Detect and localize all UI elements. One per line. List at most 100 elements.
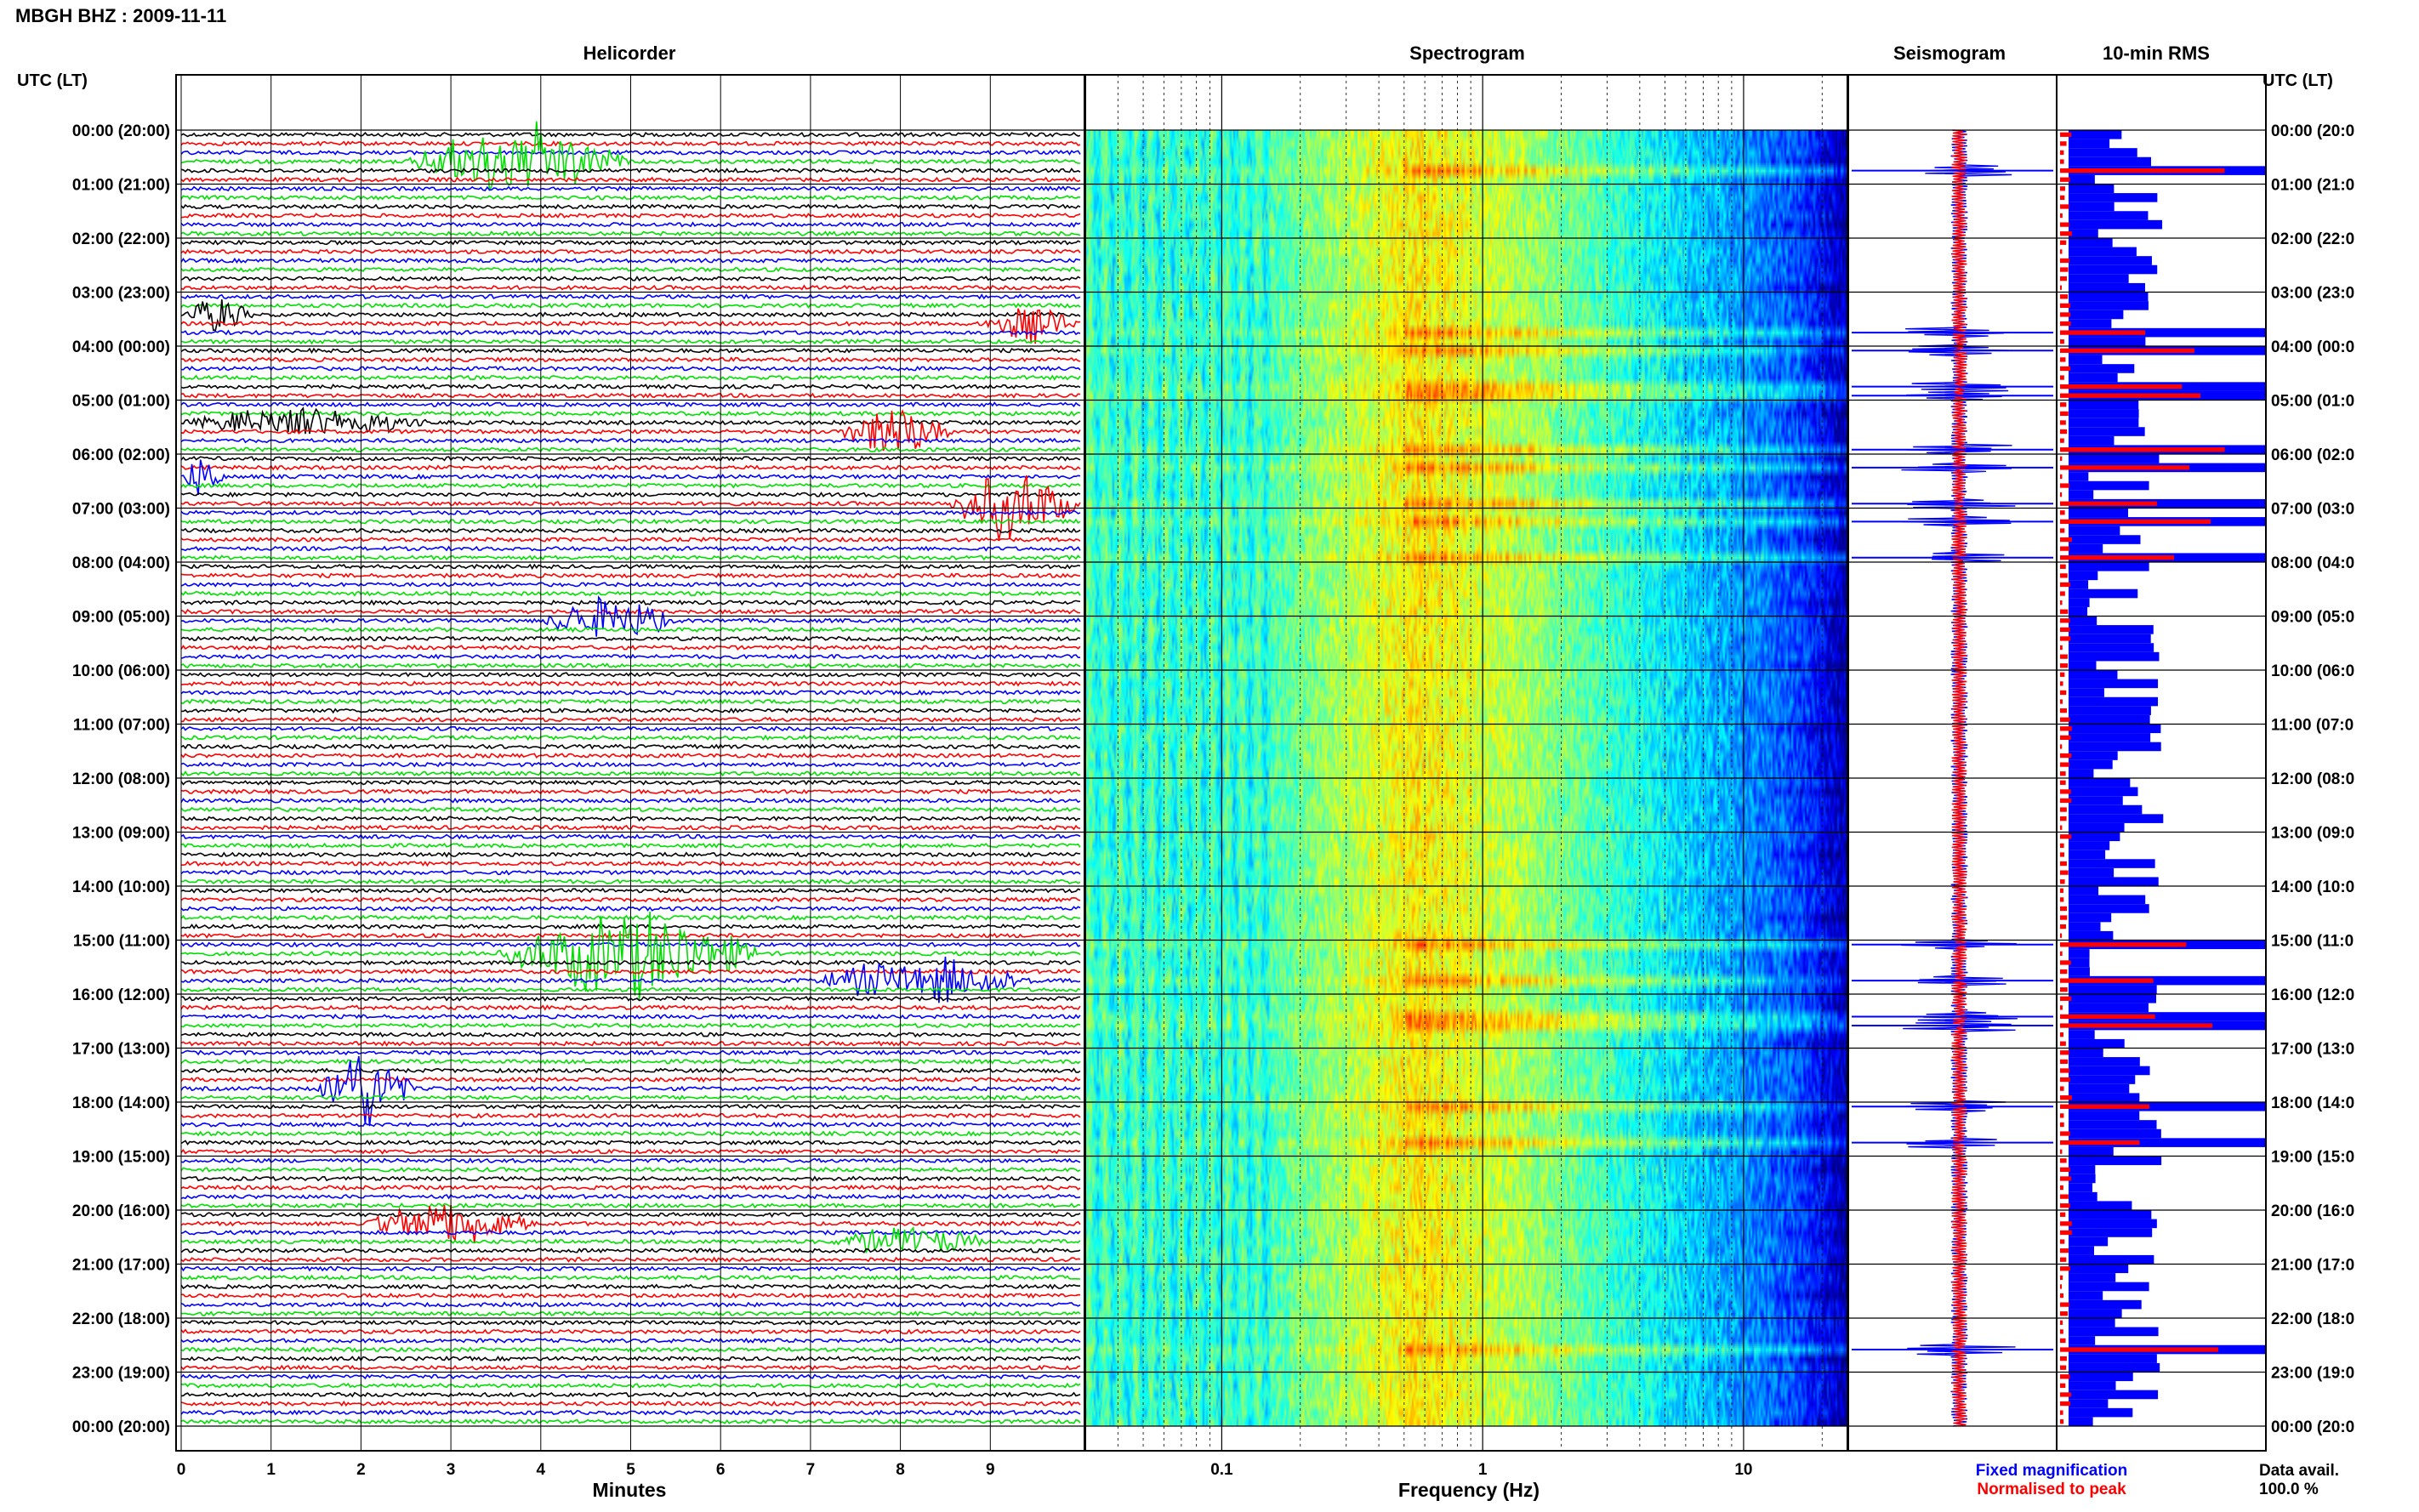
minute-tick-label: 1 [266,1461,276,1479]
rms-bar-normalised [2060,1212,2066,1217]
rms-bar-normalised [2060,510,2065,515]
rms-bar-fixed [2069,1282,2149,1292]
rms-bar-fixed [2069,571,2098,581]
rms-bar-fixed [2069,930,2114,941]
rms-bar-normalised [2060,1140,2140,1145]
legend-normalised-to-peak: Normalised to peak [1977,1481,2126,1498]
rms-bar-normalised [2060,789,2071,794]
rms-bar-normalised [2060,1104,2149,1109]
left-time-label: 03:00 (23:00) [72,285,170,303]
rms-bar-normalised [2060,600,2063,605]
rms-bar-normalised [2060,465,2190,470]
rms-bar-normalised [2060,1338,2066,1344]
rms-bar-fixed [2069,814,2164,823]
rms-bar-fixed [2069,769,2094,778]
rms-bar-fixed [2069,327,2266,338]
rms-bar-fixed [2069,1183,2092,1192]
rms-bar-normalised [2060,204,2069,209]
left-time-label: 11:00 (07:00) [73,717,170,735]
rms-bar-fixed [2069,867,2114,878]
rms-bar-normalised [2060,438,2064,443]
rms-bar-fixed [2069,714,2150,725]
left-time-label: 21:00 (17:00) [72,1257,170,1275]
figure-title: MBGH BHZ : 2009-11-11 [15,5,226,26]
rms-bar-normalised [2060,861,2067,867]
helicorder-title: Helicorder [583,43,676,64]
rms-bar-normalised [2060,1176,2072,1181]
rms-bar-normalised [2060,528,2065,533]
rms-bar-fixed [2069,256,2152,265]
rms-bar-normalised [2060,672,2065,677]
frequency-tick-label: 10 [1734,1461,1752,1479]
left-axis-title: UTC (LT) [17,71,88,90]
rms-bar-fixed [2069,418,2139,428]
left-time-label: 23:00 (19:00) [72,1365,170,1383]
rms-bar-normalised [2060,807,2067,812]
rms-bar-normalised [2060,339,2064,344]
rms-bar-fixed [2069,454,2160,463]
rms-bar-normalised [2060,1302,2069,1307]
rms-bar-fixed [2069,562,2149,571]
rms-bar-normalised [2060,231,2072,236]
rms-bar-fixed [2069,1362,2160,1373]
rms-bar-normalised [2060,834,2072,839]
rms-bar-normalised [2060,951,2063,957]
rms-bar-fixed [2069,535,2141,544]
rms-bar-normalised [2060,933,2063,938]
rms-bar-normalised [2060,1032,2064,1037]
right-time-label: 00:00 (20:0 [2271,122,2354,140]
rms-bar-normalised [2060,312,2071,317]
rms-bar-normalised [2060,1329,2063,1334]
rms-bar-fixed [2069,688,2104,697]
rms-bar-normalised [2060,681,2063,686]
rms-bar-fixed [2069,184,2114,194]
left-time-label: 14:00 (10:00) [72,878,170,896]
right-time-label: 10:00 (06:0 [2271,662,2354,680]
left-time-label: 12:00 (08:00) [72,770,170,788]
rms-bar-fixed [2069,1138,2266,1147]
rms-bar-normalised [2060,1419,2064,1424]
rms-bar-normalised [2060,483,2069,488]
rms-bar-normalised [2060,411,2069,417]
rms-bar-fixed [2069,733,2151,742]
left-time-label: 06:00 (02:00) [72,446,170,464]
rms-bar-normalised [2060,1230,2072,1236]
rms-bar-normalised [2060,843,2064,849]
rms-bar-fixed [2069,1299,2142,1310]
rms-bars [2060,130,2266,1426]
rms-bar-fixed [2069,319,2112,328]
rms-bar-fixed [2069,1254,2154,1265]
rms-frame [2056,74,2267,1452]
rms-bar-fixed [2069,958,2090,968]
rms-bar-normalised [2060,699,2063,704]
left-time-label: 22:00 (18:00) [72,1310,170,1328]
rms-bar-fixed [2069,229,2098,238]
rms-bar-fixed [2069,1291,2103,1300]
rms-bar-normalised [2060,582,2070,588]
left-time-labels: 00:00 (20:00) 01:00 (21:00) 02:00 (22:00) 0… [72,122,170,1436]
rms-bar-normalised [2060,1365,2067,1370]
rms-bar-normalised [2060,618,2070,623]
rms-bar-normalised [2060,924,2067,929]
rms-bar-normalised [2060,141,2067,146]
rms-bar-fixed [2069,1407,2133,1418]
rms-bar-fixed [2069,219,2163,230]
rms-bar-fixed [2069,742,2161,752]
rms-bar-normalised [2060,393,2201,398]
rms-bar-fixed [2069,1273,2116,1282]
rms-bar-normalised [2060,285,2063,290]
rms-bar-fixed [2069,355,2103,365]
rms-bar-fixed [2069,1381,2116,1390]
rms-bar-fixed [2069,985,2157,994]
rms-bar-normalised [2060,537,2072,543]
rms-bar-fixed [2069,994,2156,1003]
rms-bar-normalised [2060,1383,2066,1389]
right-time-label: 12:00 (08:0 [2271,770,2354,788]
right-axis-title: UTC (LT) [2262,71,2333,90]
rms-bar-fixed [2069,202,2114,212]
rms-bar-fixed [2069,949,2090,958]
rms-bar-normalised [2060,654,2068,659]
rms-bar-fixed [2069,130,2122,139]
rms-bar-fixed [2069,841,2110,850]
minute-tick-label: 0 [177,1461,186,1479]
